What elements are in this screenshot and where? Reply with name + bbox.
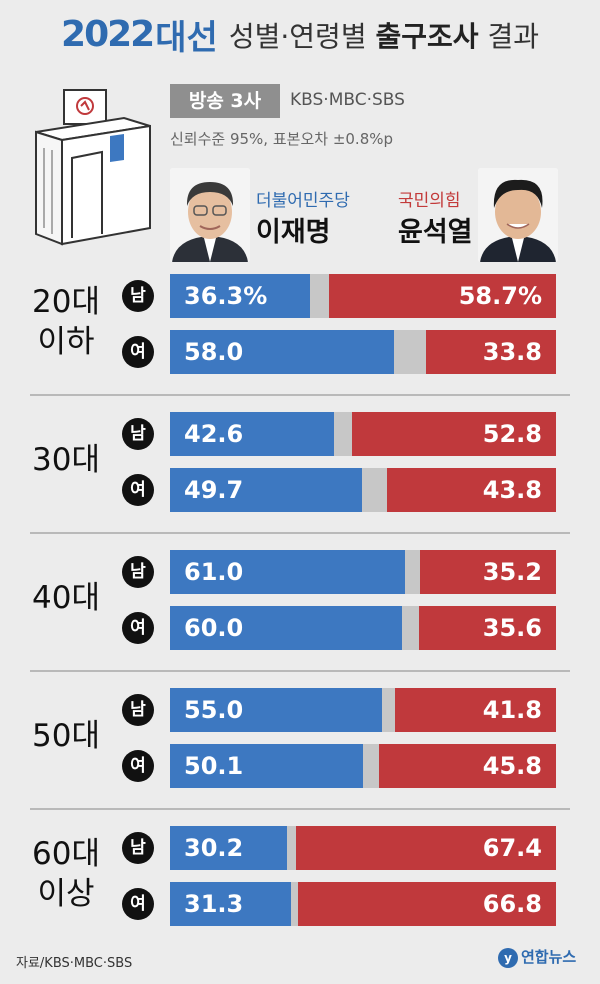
age-label: 60대 이상: [32, 836, 100, 912]
gender-male-icon: 남: [122, 418, 154, 450]
candidate-lee-photo: [170, 168, 250, 262]
yoon-bar: [420, 550, 556, 594]
lee-bar: [170, 826, 287, 870]
result-bar: 58.0 33.8: [170, 330, 556, 374]
yoon-bar: [352, 412, 556, 456]
title-part2: 출구조사: [375, 19, 479, 53]
gender-female-icon: 여: [122, 474, 154, 506]
group-separator: [30, 670, 570, 672]
yoon-value-label: 35.6: [482, 614, 542, 642]
title-year: 2022: [61, 14, 155, 55]
result-bar: 61.0 35.2: [170, 550, 556, 594]
yoon-bar: [298, 882, 556, 926]
lee-value-label: 58.0: [184, 338, 244, 366]
lee-bar: [170, 882, 291, 926]
title-part1: 성별·연령별: [228, 19, 367, 53]
yonhap-logo: y 연합뉴스: [498, 946, 576, 968]
lee-value-label: 36.3%: [184, 282, 268, 310]
result-bar: 55.0 41.8: [170, 688, 556, 732]
yoon-value-label: 33.8: [482, 338, 542, 366]
yoon-bar: [418, 606, 556, 650]
yonhap-logo-text: 연합뉴스: [521, 948, 577, 966]
candidate-lee-party: 더불어민주당: [256, 191, 350, 211]
yoon-value-label: 67.4: [482, 834, 542, 862]
gender-male-icon: 남: [122, 556, 154, 588]
result-bar: 31.3 66.8: [170, 882, 556, 926]
age-label: 20대 이하: [32, 284, 100, 360]
age-label: 50대: [32, 718, 100, 754]
result-bar: 49.7 43.8: [170, 468, 556, 512]
yonhap-logo-icon: y: [498, 947, 518, 968]
lee-value-label: 42.6: [184, 420, 244, 448]
yoon-value-label: 58.7%: [458, 282, 542, 310]
lee-value-label: 31.3: [184, 890, 244, 918]
yoon-bar: [379, 744, 556, 788]
broadcast-stations: KBS·MBC·SBS: [290, 90, 405, 110]
yoon-bar: [425, 330, 556, 374]
lee-bar: [170, 550, 406, 594]
yoon-bar: [295, 826, 556, 870]
yoon-bar: [329, 274, 556, 318]
yoon-value-label: 35.2: [482, 558, 542, 586]
yoon-value-label: 66.8: [482, 890, 542, 918]
result-bar: 60.0 35.6: [170, 606, 556, 650]
group-separator: [30, 532, 570, 534]
page-title: 2022대선 성별·연령별 출구조사 결과: [0, 10, 600, 59]
result-bar: 50.1 45.8: [170, 744, 556, 788]
yoon-value-label: 41.8: [482, 696, 542, 724]
lee-bar: [170, 412, 335, 456]
title-part3: 결과: [487, 19, 539, 53]
yoon-bar: [386, 468, 556, 512]
lee-value-label: 49.7: [184, 476, 244, 504]
candidate-yoon-name: 윤석열: [398, 217, 473, 248]
lee-bar: [170, 274, 311, 318]
title-daeseon: 대선: [155, 18, 218, 58]
confidence-note: 신뢰수준 95%, 표본오차 ±0.8%p: [170, 130, 394, 148]
broadcast-badge: 방송 3사: [170, 84, 280, 118]
gender-female-icon: 여: [122, 336, 154, 368]
candidate-yoon-party: 국민의힘: [398, 191, 461, 211]
result-bar: 36.3% 58.7%: [170, 274, 556, 318]
age-label: 40대: [32, 580, 100, 616]
age-label: 30대: [32, 442, 100, 478]
lee-bar: [170, 330, 394, 374]
group-separator: [30, 394, 570, 396]
source-note: 자료/KBS·MBC·SBS: [16, 956, 133, 971]
yoon-value-label: 52.8: [482, 420, 542, 448]
gender-female-icon: 여: [122, 612, 154, 644]
lee-value-label: 55.0: [184, 696, 244, 724]
candidate-lee-name: 이재명: [256, 217, 331, 248]
gender-male-icon: 남: [122, 694, 154, 726]
lee-bar: [170, 688, 383, 732]
lee-bar: [170, 468, 362, 512]
gender-female-icon: 여: [122, 750, 154, 782]
lee-bar: [170, 744, 364, 788]
group-separator: [30, 808, 570, 810]
gender-female-icon: 여: [122, 888, 154, 920]
gender-male-icon: 남: [122, 280, 154, 312]
candidate-yoon-photo: [478, 168, 558, 262]
lee-value-label: 60.0: [184, 614, 244, 642]
lee-bar: [170, 606, 402, 650]
lee-value-label: 61.0: [184, 558, 244, 586]
lee-value-label: 30.2: [184, 834, 244, 862]
lee-value-label: 50.1: [184, 752, 244, 780]
result-bar: 42.6 52.8: [170, 412, 556, 456]
result-bar: 30.2 67.4: [170, 826, 556, 870]
yoon-bar: [394, 688, 556, 732]
yoon-value-label: 45.8: [482, 752, 542, 780]
yoon-value-label: 43.8: [482, 476, 542, 504]
ballot-box-icon: [35, 89, 151, 246]
gender-male-icon: 남: [122, 832, 154, 864]
